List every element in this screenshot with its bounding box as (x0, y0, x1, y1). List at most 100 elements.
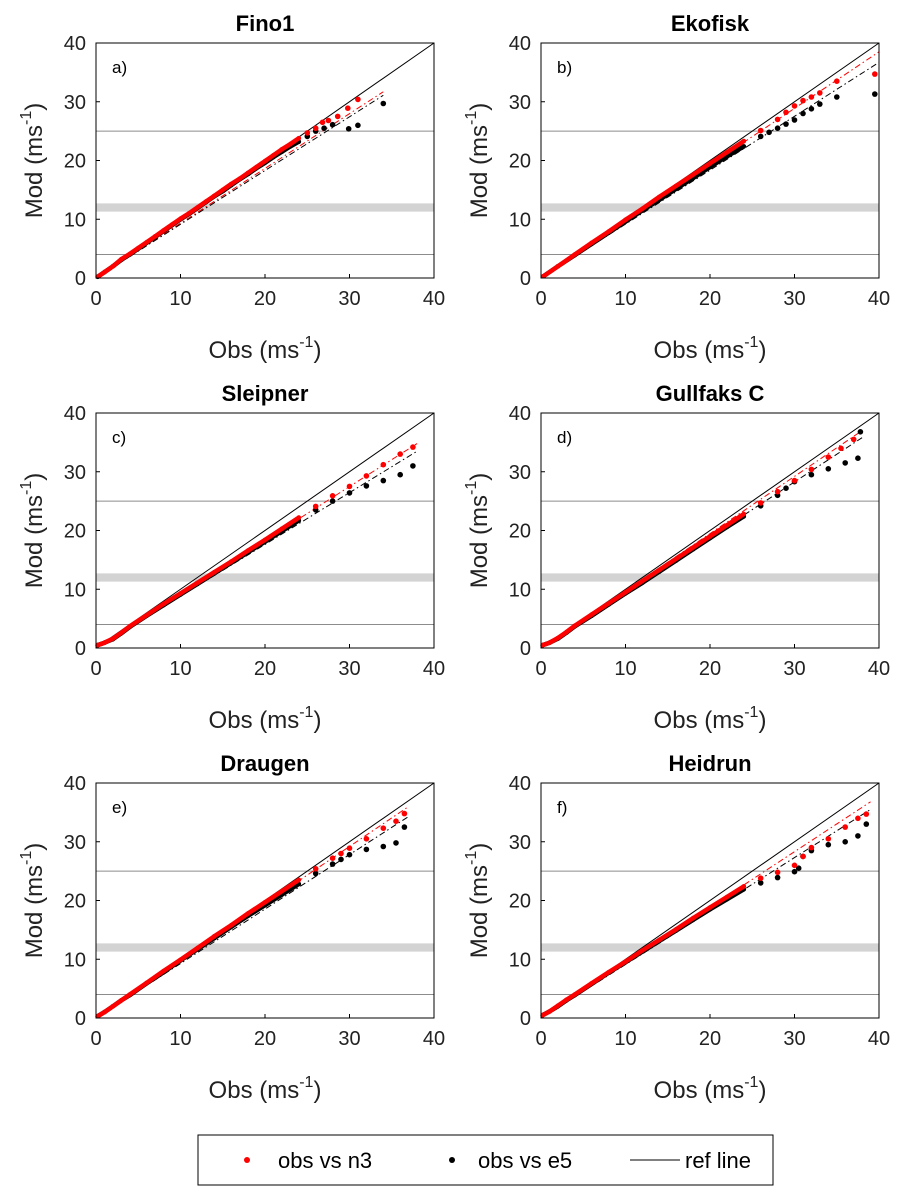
data-point-n3-4 (606, 229, 611, 234)
data-point-n3-7 (152, 234, 158, 239)
x-tick-label: 20 (699, 288, 721, 310)
y-tick-label: 0 (520, 638, 531, 660)
data-point-n3-20 (825, 836, 832, 842)
data-point-n3-0 (96, 273, 101, 279)
y-tick-label: 10 (64, 579, 86, 601)
y-tick-label: 30 (64, 462, 86, 484)
data-point-n3-14 (296, 515, 302, 520)
data-point-n3-0 (540, 1012, 545, 1018)
x-axis-label: Obs (ms-1) (209, 704, 322, 734)
data-point-n3-28 (325, 117, 332, 124)
data-point-e5-29 (345, 126, 352, 132)
chart-panel-5: 0 10 20 30 40 0 10 20 30 40 Draugen e) Obs (ms-1) Mod… (18, 751, 445, 1104)
data-point-n3-12 (741, 138, 747, 144)
x-tick-label: 30 (338, 658, 360, 680)
data-point-n3-7 (178, 957, 183, 963)
data-point-e5-19 (808, 106, 815, 112)
data-point-n3-3 (564, 997, 569, 1003)
data-point-n3-23 (863, 811, 870, 817)
x-tick-label: 40 (423, 658, 445, 680)
y-tick-label: 0 (520, 268, 531, 290)
y-tick-label: 10 (64, 209, 86, 231)
data-point-n3-11 (690, 915, 696, 921)
data-point-n3-2 (572, 252, 578, 257)
y-tick-label: 10 (64, 949, 86, 971)
data-point-n3-9 (169, 222, 175, 227)
data-point-n3-22 (401, 810, 408, 817)
data-point-e5-22 (872, 91, 878, 97)
data-point-n3-5 (144, 980, 149, 986)
y-tick-label: 20 (509, 891, 531, 913)
data-point-n3-1 (547, 1009, 552, 1014)
y-tick-label: 20 (64, 151, 86, 173)
data-point-n3-4 (572, 992, 578, 997)
data-point-n3-9 (690, 172, 696, 177)
data-point-n3-6 (640, 206, 645, 211)
y-tick-label: 30 (64, 832, 86, 854)
data-point-e5-22 (842, 839, 848, 845)
data-point-n3-16 (329, 493, 336, 499)
data-point-e5-19 (363, 846, 370, 853)
data-point-n3-31 (355, 96, 361, 103)
y-tick-label: 10 (509, 579, 531, 601)
data-point-n3-16 (228, 181, 234, 187)
shaded-band (96, 203, 434, 212)
data-point-e5-21 (842, 460, 848, 466)
data-point-n3-18 (363, 473, 370, 479)
data-point-n3-16 (774, 488, 781, 495)
data-point-n3-12 (707, 905, 713, 910)
data-point-n3-10 (228, 922, 234, 928)
data-point-n3-15 (757, 875, 764, 881)
data-point-n3-13 (757, 127, 764, 134)
data-point-n3-16 (329, 855, 336, 861)
data-point-n3-17 (791, 862, 798, 869)
data-point-n3-17 (338, 850, 344, 857)
data-point-e5-30 (355, 122, 361, 129)
chart-title: Draugen (220, 751, 309, 776)
data-point-n3-21 (271, 152, 276, 158)
data-point-n3-18 (808, 466, 815, 473)
x-tick-label: 0 (535, 288, 546, 310)
data-point-n3-3 (119, 998, 124, 1003)
panel-label: a) (112, 58, 127, 77)
data-point-e5-23 (857, 429, 864, 435)
y-tick-label: 40 (64, 33, 86, 55)
panel-label: b) (557, 58, 572, 77)
data-point-n3-0 (95, 642, 100, 648)
x-tick-label: 40 (868, 288, 890, 310)
data-point-n3-8 (195, 945, 200, 951)
fit-line-e5 (95, 94, 384, 279)
x-axis-label: Obs (ms-1) (654, 334, 767, 364)
data-point-e5-17 (338, 856, 344, 863)
data-point-n3-1 (102, 640, 107, 645)
data-point-n3-21 (410, 444, 416, 450)
data-point-n3-25 (304, 130, 311, 136)
data-point-e5-15 (774, 125, 781, 131)
y-tick-label: 40 (64, 773, 86, 795)
data-point-n3-1 (555, 264, 561, 269)
data-point-n3-20 (838, 445, 844, 452)
data-point-n3-20 (380, 825, 387, 831)
y-tick-label: 20 (64, 521, 86, 543)
shaded-band (96, 573, 434, 582)
data-point-n3-9 (212, 934, 217, 939)
x-tick-label: 30 (338, 288, 360, 310)
x-tick-label: 40 (423, 288, 445, 310)
data-point-n3-4 (127, 624, 133, 629)
data-point-n3-10 (707, 161, 713, 166)
data-point-n3-13 (724, 522, 730, 528)
data-point-n3-11 (724, 150, 730, 155)
data-point-n3-0 (95, 1013, 100, 1019)
y-tick-label: 0 (75, 638, 86, 660)
data-point-n3-19 (363, 836, 370, 842)
data-point-n3-29 (334, 113, 341, 120)
data-point-e5-23 (855, 833, 861, 839)
data-point-e5-14 (766, 129, 772, 136)
data-point-n3-3 (119, 630, 124, 635)
data-point-e5-15 (757, 880, 764, 886)
data-point-n3-8 (640, 578, 645, 584)
data-point-n3-22 (855, 815, 861, 822)
data-point-n3-20 (397, 451, 404, 457)
x-tick-label: 30 (783, 658, 805, 680)
